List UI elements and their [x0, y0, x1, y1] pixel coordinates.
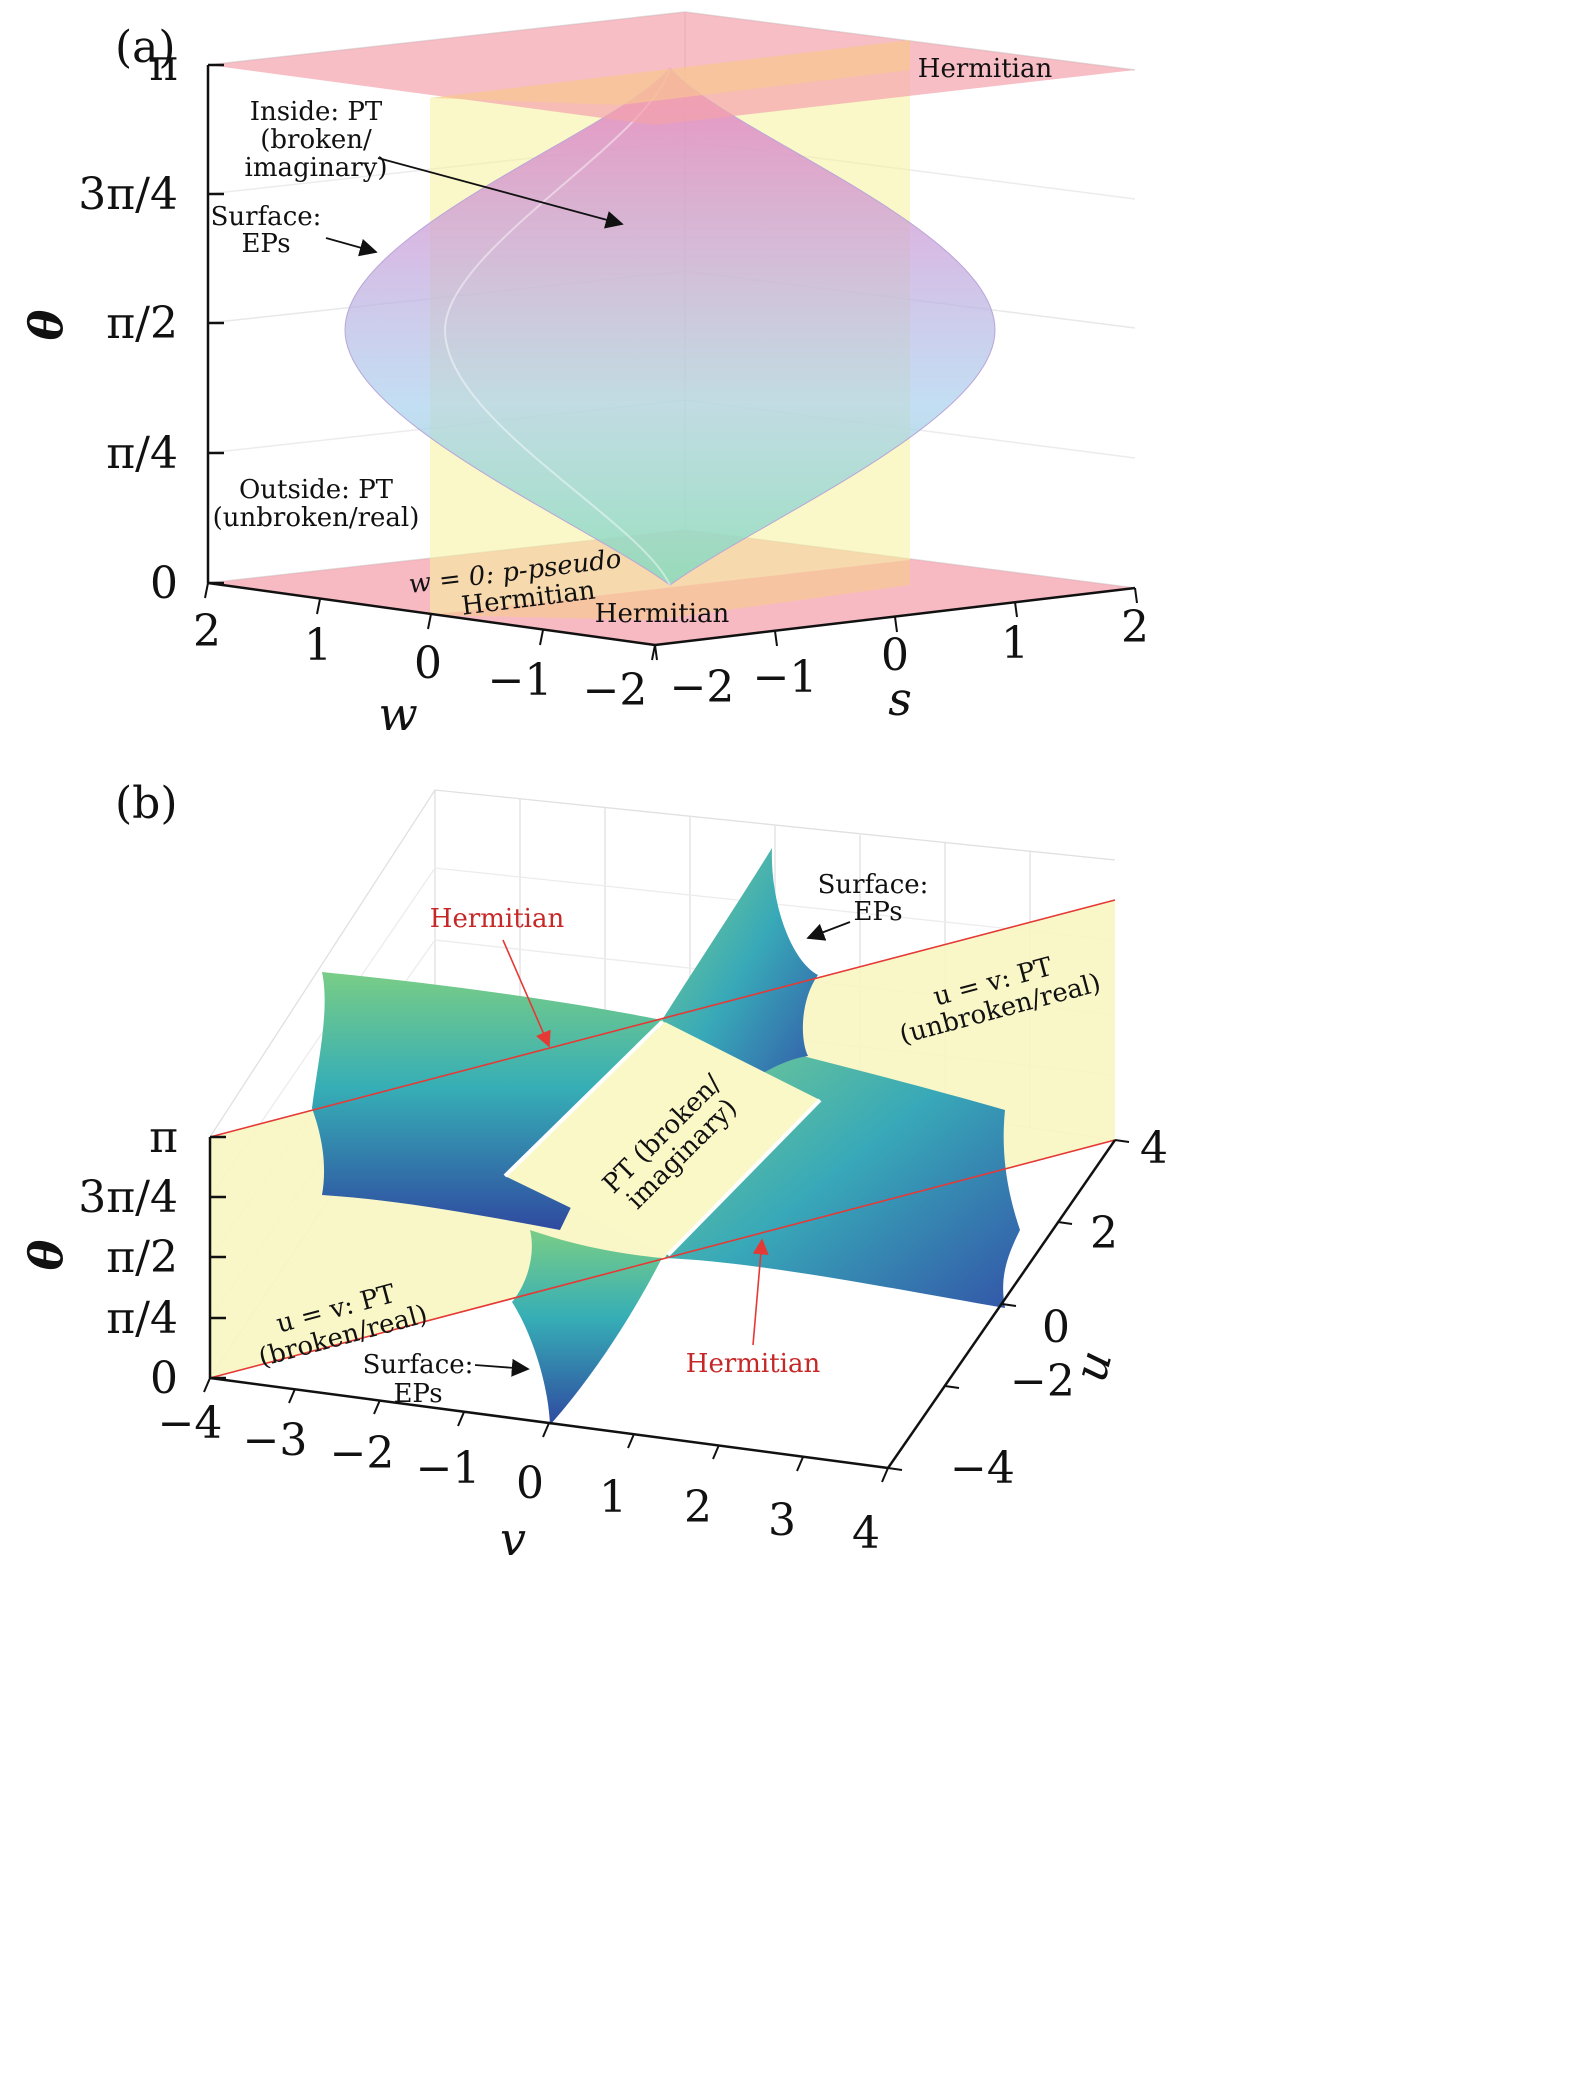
panel-b: (b) [19, 778, 1168, 1566]
theta-axis-label: θ [19, 309, 73, 340]
u-tick: −2 [1010, 1356, 1075, 1407]
w-tick: −1 [488, 655, 553, 706]
panel-a-s-axis: −2 −1 0 1 2 s [654, 586, 1149, 726]
panel-b-theta-axis: 0 π/4 π/2 3π/4 π θ [19, 1112, 226, 1404]
w-tick: 0 [414, 638, 442, 689]
v-tick: 0 [516, 1458, 544, 1509]
v-tick: −1 [416, 1443, 481, 1494]
w-tick: −2 [583, 665, 648, 716]
v-tick: 1 [599, 1472, 627, 1523]
annotation-surface-lower-line2: EPs [393, 1379, 442, 1409]
annotation-inside-line2: (broken/ [260, 125, 372, 155]
annotation-hermitian-bottom: Hermitian [595, 599, 730, 629]
annotation-surface-line2: EPs [241, 229, 290, 259]
v-tick: −4 [158, 1398, 223, 1449]
annotation-surface-line1: Surface: [211, 202, 322, 232]
annotation-hermitian-upper-arrow [502, 939, 551, 1048]
u-tick: 0 [1042, 1302, 1070, 1353]
annotation-hermitian-top: Hermitian [918, 54, 1053, 84]
theta-tick: 0 [150, 558, 178, 609]
panel-a-theta-axis: 0 π/4 π/2 3π/4 π θ [19, 40, 224, 609]
v-tick: −2 [330, 1428, 395, 1479]
pt-broken-region [505, 1022, 820, 1255]
ep-surface [344, 67, 996, 586]
w0-plane-top-overlap [430, 40, 910, 105]
annotation-surface-upper-arrow [806, 921, 851, 941]
s-tick: −1 [753, 652, 818, 703]
u-tick: 2 [1090, 1208, 1118, 1259]
w-axis-label: w [378, 687, 417, 741]
annotation-outside-line2: (unbroken/real) [213, 503, 420, 533]
theta-tick: π/2 [106, 298, 178, 349]
s-axis-label: s [888, 672, 912, 726]
v-tick: 4 [852, 1508, 880, 1559]
w-tick: 1 [304, 620, 332, 671]
annotation-hermitian-upper: Hermitian [430, 904, 565, 934]
panel-a-w-axis: 2 1 0 −1 −2 w [193, 581, 656, 741]
annotation-inside-arrow [377, 157, 624, 229]
u-tick: 4 [1140, 1123, 1168, 1174]
ep-surface-inner-edge [443, 67, 671, 586]
hermitian-line-upper [209, 899, 1116, 1138]
theta-axis-label: θ [19, 1239, 73, 1270]
v-axis-label: v [500, 1512, 526, 1566]
panel-b-u-axis: −4 −2 0 2 4 u [886, 1123, 1168, 1494]
ep-cusp-edges [503, 1020, 822, 1257]
annotation-hermitian-lower: Hermitian [686, 1349, 821, 1379]
s-tick: 2 [1121, 602, 1149, 653]
v-tick: 2 [684, 1482, 712, 1533]
annotation-inside-line1: Inside: PT [250, 97, 383, 127]
theta-tick: π/2 [106, 1232, 178, 1283]
panel-b-label: (b) [115, 778, 178, 829]
panel-a: (a) 0 π/4 π/2 [19, 11, 1149, 741]
hermitian-line-lower [209, 1139, 1116, 1379]
s-tick: −2 [670, 662, 735, 713]
w0-plane-bottom-overlap [430, 560, 910, 620]
theta-tick: π/4 [106, 1293, 178, 1344]
s-tick: 0 [881, 630, 909, 681]
ep-surface-lower-spike [512, 1230, 662, 1425]
annotation-surface-upper-line1: Surface: [818, 870, 929, 900]
u-tick: −4 [950, 1443, 1015, 1494]
annotation-inside-line3: imaginary) [245, 153, 388, 183]
s-tick: 1 [1001, 618, 1029, 669]
annotation-surface-arrow [325, 237, 378, 257]
panel-b-v-axis: −4 −3 −2 −1 0 1 2 3 4 v [158, 1376, 889, 1566]
annotation-surface-lower-line1: Surface: [363, 1350, 474, 1380]
annotation-outside-line1: Outside: PT [239, 475, 394, 505]
v-tick: −3 [243, 1415, 308, 1466]
v-tick: 3 [768, 1495, 796, 1546]
annotation-surface-upper-line2: EPs [853, 897, 902, 927]
annotation-surface-lower-arrow [474, 1358, 530, 1377]
w-tick: 2 [193, 606, 221, 657]
theta-tick: 3π/4 [78, 1172, 178, 1223]
theta-tick: 3π/4 [78, 169, 178, 220]
theta-tick: π/4 [106, 428, 178, 479]
theta-tick: π [149, 1112, 178, 1163]
theta-tick: 0 [150, 1353, 178, 1404]
panel-a-label: (a) [115, 22, 176, 73]
annotation-hermitian-lower-arrow [752, 1238, 769, 1346]
hermitian-plane-top [208, 12, 1135, 125]
theta-tick: π [149, 40, 178, 91]
ep-surface-upper-spike [662, 848, 818, 1100]
